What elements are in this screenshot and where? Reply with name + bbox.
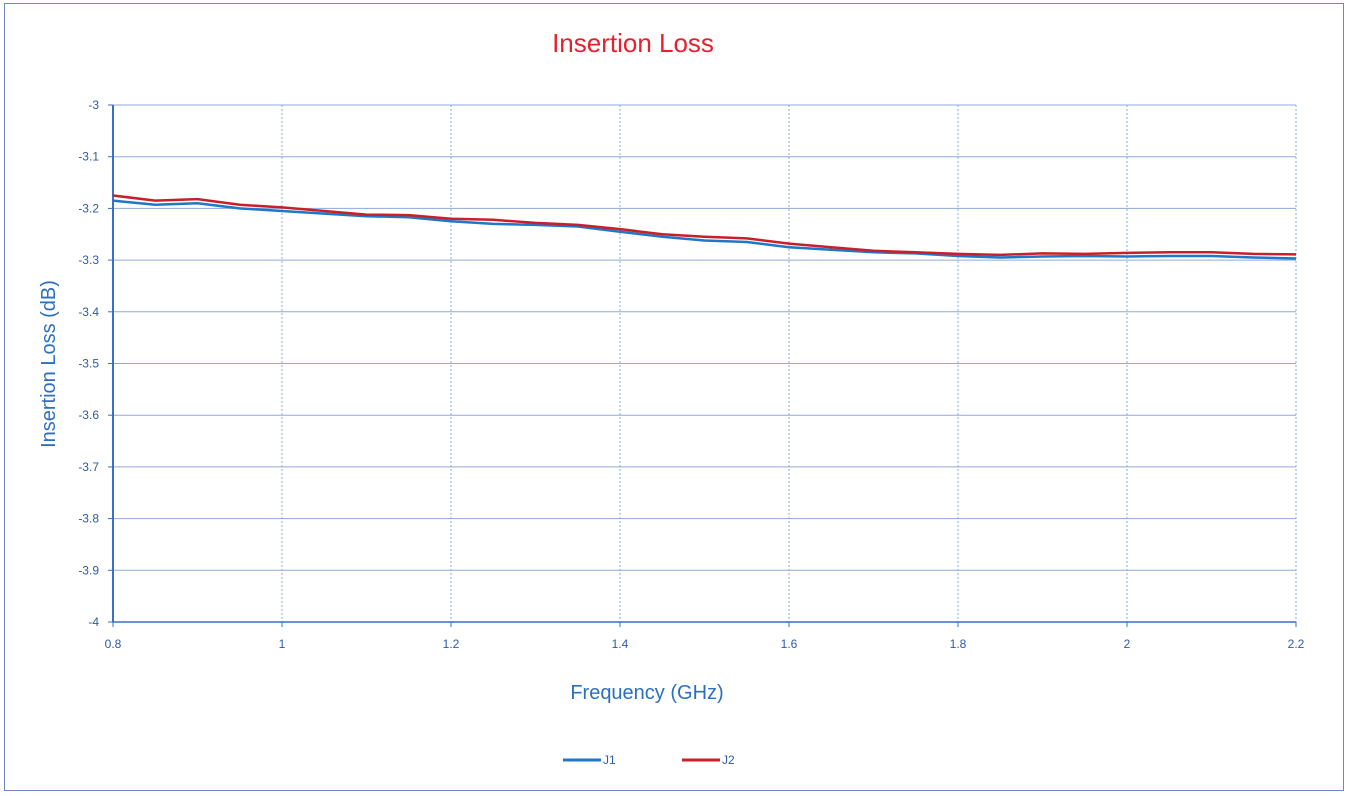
legend-label-j1: J1 bbox=[603, 753, 616, 767]
x-tick-label: 1.4 bbox=[612, 637, 629, 651]
y-tick-label: -3.4 bbox=[78, 305, 99, 319]
series-line-j2 bbox=[113, 196, 1296, 255]
y-axis-label: Insertion Loss (dB) bbox=[38, 280, 60, 448]
y-tick-label: -3.7 bbox=[78, 460, 99, 474]
chart-title: Insertion Loss bbox=[552, 28, 714, 58]
x-tick-label: 1.6 bbox=[781, 637, 798, 651]
y-tick-label: -3.2 bbox=[78, 201, 99, 215]
y-tick-label: -3.1 bbox=[78, 150, 99, 164]
y-tick-label: -3.9 bbox=[78, 563, 99, 577]
axes bbox=[108, 105, 1296, 627]
x-tick-label: 1.8 bbox=[950, 637, 967, 651]
x-tick-label: 1.2 bbox=[443, 637, 460, 651]
x-tick-label: 1 bbox=[279, 637, 286, 651]
y-tick-label: -3.6 bbox=[78, 408, 99, 422]
y-tick-label: -3.8 bbox=[78, 512, 99, 526]
grid bbox=[113, 105, 1296, 622]
y-tick-label: -4 bbox=[88, 615, 99, 629]
x-tick-labels: 0.8 1 1.2 1.4 1.6 1.8 2 2.2 bbox=[105, 637, 1305, 651]
chart-frame: Insertion Loss 0.8 1 1.2 1.4 1.6 1.8 2 2.2 -3 -3… bbox=[4, 3, 1344, 791]
x-axis-label: Frequency (GHz) bbox=[570, 682, 723, 704]
x-tick-label: 0.8 bbox=[105, 637, 122, 651]
series-lines bbox=[113, 196, 1296, 259]
y-tick-label: -3.5 bbox=[78, 357, 99, 371]
x-tick-label: 2.2 bbox=[1288, 637, 1305, 651]
x-tick-label: 2 bbox=[1124, 637, 1131, 651]
legend-label-j2: J2 bbox=[722, 753, 735, 767]
y-tick-labels: -3 -3.1 -3.2 -3.3 -3.4 -3.5 -3.6 -3.7 -3.8 -3.9 -4 bbox=[78, 98, 99, 629]
y-tick-label: -3 bbox=[88, 98, 99, 112]
legend: J1 J2 bbox=[563, 753, 735, 767]
y-tick-label: -3.3 bbox=[78, 253, 99, 267]
insertion-loss-chart: Insertion Loss 0.8 1 1.2 1.4 1.6 1.8 2 2.2 -3-3… bbox=[5, 4, 1345, 792]
